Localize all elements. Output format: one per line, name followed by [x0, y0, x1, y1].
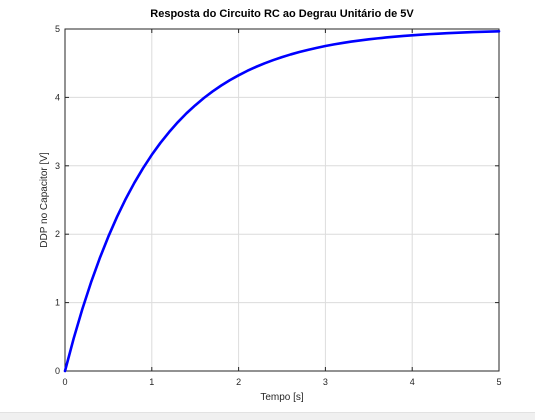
x-tick-label: 0: [62, 377, 67, 387]
y-tick-label: 5: [55, 24, 60, 34]
x-tick-label: 5: [496, 377, 501, 387]
y-axis-label: DDP no Capacitor [V]: [39, 152, 50, 248]
window-bottom-strip: [0, 412, 535, 420]
y-tick-label: 2: [55, 229, 60, 239]
axis-ticks: 0 1 2 3 4 5 0 1 2 3 4 5: [55, 24, 502, 387]
y-tick-label: 1: [55, 298, 60, 308]
x-axis-label: Tempo [s]: [260, 392, 304, 403]
y-tick-label: 0: [55, 366, 60, 376]
y-tick-label: 3: [55, 161, 60, 171]
series-line-0: [63, 30, 501, 373]
chart-title: Resposta do Circuito RC ao Degrau Unitár…: [150, 8, 414, 20]
plot-area: [64, 28, 500, 372]
x-tick-label: 1: [149, 377, 154, 387]
x-tick-label: 3: [323, 377, 328, 387]
x-tick-label: 2: [236, 377, 241, 387]
x-tick-label: 4: [410, 377, 415, 387]
grid: [65, 29, 499, 371]
series-layer: [63, 30, 501, 373]
y-tick-label: 4: [55, 92, 60, 102]
